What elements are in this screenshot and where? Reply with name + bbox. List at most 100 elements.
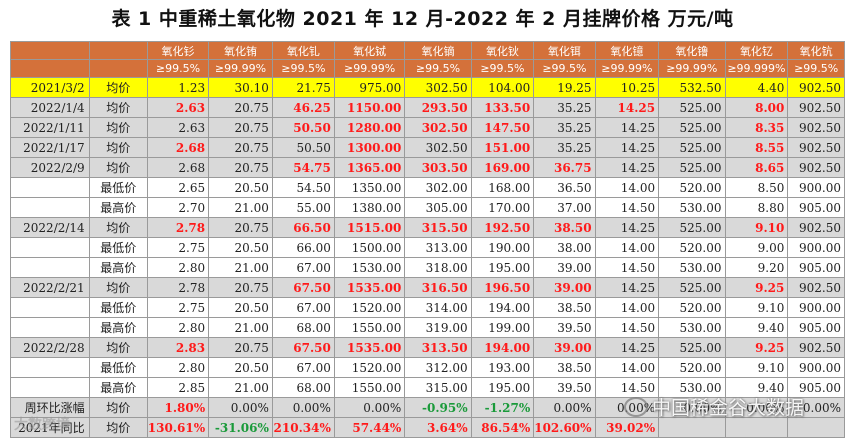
price-cell: 316.50 xyxy=(404,277,472,298)
price-cell: 190.00 xyxy=(470,237,535,258)
table-row: 最高价 2.80 21.00 68.00 1550.00 319.00 199.00 39.5… xyxy=(10,317,845,338)
row-date-cell: 2022/1/17 xyxy=(10,137,90,158)
price-cell: 902.50 xyxy=(787,97,845,118)
row-date-cell: 2022/1/11 xyxy=(10,117,90,138)
row-price-type-cell: 均价 xyxy=(88,277,148,298)
header-blank-cell xyxy=(10,59,90,78)
price-cell: 1520.00 xyxy=(333,297,406,318)
price-cell: 104.00 xyxy=(470,77,535,98)
price-cell: 20.50 xyxy=(208,237,273,258)
price-cell: 38.50 xyxy=(533,217,596,238)
row-price-type-cell: 最低价 xyxy=(88,297,148,318)
price-cell: 2.78 xyxy=(146,217,210,238)
price-cell: 14.25 xyxy=(594,277,660,298)
price-cell: 9.10 xyxy=(724,297,789,318)
price-cell: 14.50 xyxy=(594,377,660,398)
column-purity-header: ≥99.99% xyxy=(594,59,660,78)
price-cell: 68.00 xyxy=(271,317,335,338)
price-cell: 1515.00 xyxy=(333,217,406,238)
price-cell: 525.00 xyxy=(658,337,726,358)
price-cell: 1550.00 xyxy=(333,317,406,338)
column-name-header: 氧化钐 xyxy=(146,41,210,60)
price-cell: 14.25 xyxy=(594,157,660,178)
price-cell: 1380.00 xyxy=(333,197,406,218)
header-blank-cell xyxy=(88,59,148,78)
row-date-cell: 2022/2/14 xyxy=(10,217,90,238)
price-cell: 102.60% xyxy=(533,417,596,438)
row-date-cell: 2021年同比 xyxy=(10,417,90,438)
price-cell: 9.20 xyxy=(724,257,789,278)
price-cell: 1550.00 xyxy=(333,377,406,398)
table-row: 2022/2/21 均价 2.78 20.75 67.50 1535.00 316.50 19… xyxy=(10,277,845,298)
price-cell: 1500.00 xyxy=(333,237,406,258)
price-cell: 902.50 xyxy=(787,157,845,178)
row-date-cell: 2021/3/2 xyxy=(10,77,90,98)
row-price-type-cell: 均价 xyxy=(88,117,148,138)
price-cell: 1350.00 xyxy=(333,177,406,198)
row-date-cell xyxy=(10,377,90,398)
price-cell: 2.80 xyxy=(146,257,210,278)
price-cell: 20.75 xyxy=(208,277,273,298)
row-price-type-cell: 最低价 xyxy=(88,237,148,258)
price-cell: 905.00 xyxy=(787,317,845,338)
price-cell: 8.55 xyxy=(724,137,789,158)
table-row: 2022/2/9 均价 2.68 20.75 54.75 1365.00 303.50 169… xyxy=(10,157,845,178)
price-cell: 8.80 xyxy=(724,197,789,218)
price-cell: 21.00 xyxy=(208,317,273,338)
table-body: 2021/3/2 均价 1.23 30.10 21.75 975.00 302.50 104.… xyxy=(10,77,845,438)
price-cell: 151.00 xyxy=(470,137,535,158)
price-cell: 2.68 xyxy=(146,157,210,178)
price-cell: 199.00 xyxy=(470,317,535,338)
price-cell: 194.00 xyxy=(470,337,535,358)
price-cell: 210.34% xyxy=(271,417,335,438)
row-date-cell xyxy=(10,357,90,378)
price-cell: 1520.00 xyxy=(333,357,406,378)
price-cell: 66.50 xyxy=(271,217,335,238)
price-cell: 14.25 xyxy=(594,337,660,358)
price-cell: 319.00 xyxy=(404,317,472,338)
price-cell: 30.10 xyxy=(208,77,273,98)
column-purity-header: ≥99.999% xyxy=(724,59,789,78)
price-cell: 20.75 xyxy=(208,117,273,138)
price-cell: 902.50 xyxy=(787,117,845,138)
price-cell: -1.27% xyxy=(470,397,535,418)
price-cell: 2.75 xyxy=(146,237,210,258)
table-row: 2022/1/4 均价 2.63 20.75 46.25 1150.00 293.50 133… xyxy=(10,97,845,118)
price-cell: 1150.00 xyxy=(333,97,406,118)
table-row: 2021/3/2 均价 1.23 30.10 21.75 975.00 302.50 104.… xyxy=(10,77,845,98)
wechat-icon xyxy=(624,396,648,417)
header-row-names: 氧化钐 氧化铕 氧化钆 氧化铽 氧化镝 氧化钬 氧化铒 氧化镱 氧化镥 氧化钇 氧化钪 xyxy=(10,41,845,60)
row-price-type-cell: 最高价 xyxy=(88,197,148,218)
table-row: 最高价 2.80 21.00 67.00 1530.00 318.00 195.00 39.0… xyxy=(10,257,845,278)
price-cell: 9.00 xyxy=(724,237,789,258)
price-cell: 38.50 xyxy=(533,357,596,378)
price-cell: 318.00 xyxy=(404,257,472,278)
price-cell: 35.25 xyxy=(533,117,596,138)
watermark-left-text: 大数跨境 xyxy=(14,417,70,433)
table-row: 2021年同比 均价 130.61% -31.06% 210.34% 57.44% 3.64… xyxy=(10,417,845,438)
row-price-type-cell: 均价 xyxy=(88,397,148,418)
price-cell: 194.00 xyxy=(470,297,535,318)
row-date-cell xyxy=(10,297,90,318)
price-cell: 1535.00 xyxy=(333,337,406,358)
column-name-header: 氧化镥 xyxy=(658,41,726,60)
price-cell: 305.00 xyxy=(404,197,472,218)
price-cell: 0.00% xyxy=(724,397,789,418)
price-cell: 39.00 xyxy=(533,257,596,278)
price-cell: 315.50 xyxy=(404,217,472,238)
price-cell: 975.00 xyxy=(333,77,406,98)
price-cell: 169.00 xyxy=(470,157,535,178)
price-cell: 21.75 xyxy=(271,77,335,98)
price-cell: 14.00 xyxy=(594,297,660,318)
price-cell: 14.50 xyxy=(594,197,660,218)
price-cell: 520.00 xyxy=(658,297,726,318)
price-cell: 1300.00 xyxy=(333,137,406,158)
price-cell: 312.00 xyxy=(404,357,472,378)
price-cell: 303.50 xyxy=(404,157,472,178)
price-cell: 36.75 xyxy=(533,157,596,178)
price-cell: 8.65 xyxy=(724,157,789,178)
price-cell: 67.00 xyxy=(271,257,335,278)
price-cell: 314.00 xyxy=(404,297,472,318)
price-cell: 0.00% xyxy=(333,397,406,418)
price-cell: 302.00 xyxy=(404,177,472,198)
